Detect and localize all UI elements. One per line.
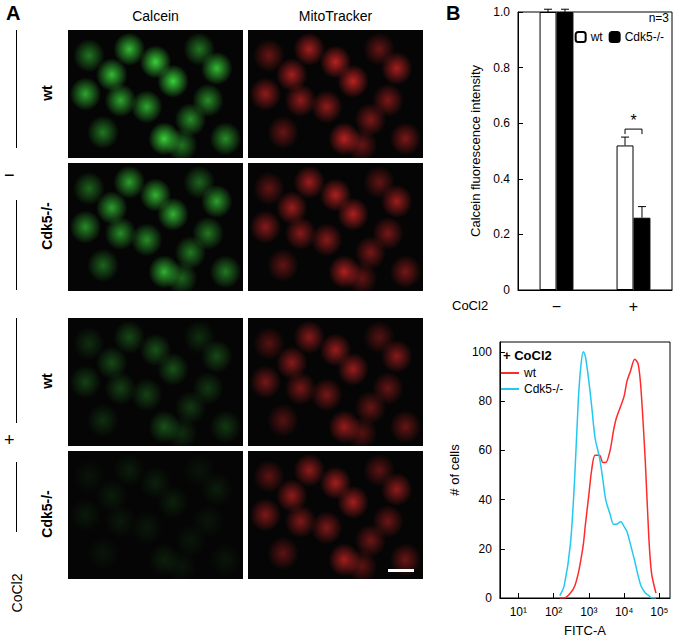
svg-text:n=3: n=3: [649, 11, 670, 25]
html-text:CoCl2: CoCl2: [9, 573, 25, 613]
svg-text:FITC-A: FITC-A: [564, 623, 606, 638]
svg-text:100: 100: [472, 345, 492, 359]
svg-text:10⁵: 10⁵: [650, 605, 668, 619]
svg-text:# of cells: # of cells: [447, 444, 462, 496]
svg-text:CoCl2: CoCl2: [452, 298, 488, 313]
svg-text:wt: wt: [523, 366, 537, 380]
svg-text:20: 20: [479, 542, 493, 556]
html-text:B: B: [446, 2, 461, 24]
svg-text:0.4: 0.4: [493, 172, 510, 186]
svg-text:60: 60: [479, 443, 493, 457]
svg-text:0.8: 0.8: [493, 61, 510, 75]
svg-text:80: 80: [479, 394, 493, 408]
html-text:A: A: [6, 2, 21, 24]
html-text:Cdk5-/-: Cdk5-/-: [39, 202, 55, 250]
svg-text:Cdk5-/-: Cdk5-/-: [625, 30, 664, 44]
svg-text:10⁴: 10⁴: [615, 605, 634, 619]
svg-text:10¹: 10¹: [510, 605, 527, 619]
html-text:MitoTracker: MitoTracker: [298, 8, 373, 24]
svg-text:−: −: [552, 298, 561, 315]
svg-text:Calcein fluorescence intensity: Calcein fluorescence intensity: [468, 65, 483, 237]
svg-text:+ CoCl2: + CoCl2: [503, 348, 552, 363]
svg-text:1.0: 1.0: [493, 5, 510, 19]
svg-text:*: *: [630, 112, 636, 129]
svg-text:wt: wt: [590, 30, 604, 44]
svg-text:10²: 10²: [545, 605, 562, 619]
svg-text:0: 0: [503, 283, 510, 297]
html-text:wt: wt: [39, 85, 55, 101]
svg-text:10³: 10³: [580, 605, 597, 619]
html-text:wt: wt: [39, 373, 55, 389]
svg-text:0.6: 0.6: [493, 116, 510, 130]
svg-text:0: 0: [485, 591, 492, 605]
svg-text:40: 40: [479, 493, 493, 507]
svg-text:Cdk5-/-: Cdk5-/-: [524, 382, 563, 396]
html-text:Cdk5-/-: Cdk5-/-: [39, 490, 55, 538]
svg-text:0.2: 0.2: [493, 227, 510, 241]
html-text:Calcein: Calcein: [132, 8, 179, 24]
svg-text:+: +: [629, 298, 638, 315]
